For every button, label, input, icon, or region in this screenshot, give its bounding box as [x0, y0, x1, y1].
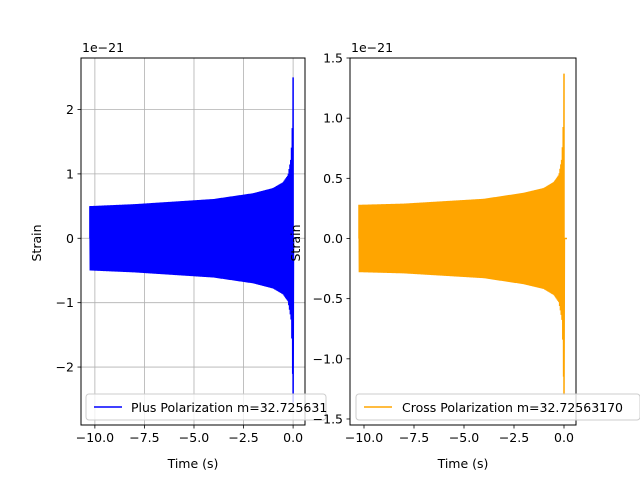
cross-axes-frame: [349, 57, 577, 426]
plus-x-tick-label: −7.5: [129, 430, 159, 445]
cross-x-tick-label: −5.0: [449, 430, 479, 445]
plus-waveform: [89, 77, 297, 403]
cross-y-tick-label: −1.5: [313, 411, 343, 426]
plus-offset-label: 1e−21: [82, 40, 124, 55]
cross-y-tick-label: −0.5: [313, 291, 343, 306]
cross-y-tick-label: 1.0: [323, 111, 343, 126]
plus-legend-label: Plus Polarization m=32.725631: [131, 400, 327, 415]
plus-x-tick-label: −10.0: [76, 430, 114, 445]
cross-offset-label: 1e−21: [351, 40, 393, 55]
cross-y-tick-label: −1.0: [313, 351, 343, 366]
cross-waveform: [358, 73, 567, 395]
plus-legend-box: [85, 393, 327, 421]
cross-polarization-panel: −10.0 −7.5 −5.0 −2.5 0.0 −1.5 −1.0 −0.5 0.0 0.5 1…: [288, 40, 640, 471]
cross-y-tick-label: 0.5: [323, 171, 343, 186]
cross-y-tick-label: 0.0: [323, 231, 343, 246]
plus-y-tick-label: 2: [66, 102, 74, 117]
cross-y-ticks: −1.5 −1.0 −0.5 0.0 0.5 1.0 1.5: [313, 51, 350, 426]
plus-x-tick-label: −2.5: [228, 430, 258, 445]
plus-x-tick-label: −5.0: [179, 430, 209, 445]
plus-legend: Plus Polarization m=32.725631: [85, 393, 327, 421]
plus-y-tick-label: 0: [66, 231, 74, 246]
plus-axes-frame: [80, 57, 306, 426]
plus-y-axis-label: Strain: [29, 224, 44, 261]
plus-waveform-line: [89, 77, 297, 403]
cross-legend-label: Cross Polarization m=32.72563170: [402, 400, 623, 415]
plus-y-ticks: −2 −1 0 1 2: [56, 102, 81, 375]
cross-waveform-line: [358, 73, 567, 395]
cross-y-axis-label: Strain: [288, 224, 303, 261]
plus-x-tick-label: 0.0: [283, 430, 303, 445]
cross-x-tick-label: −7.5: [399, 430, 429, 445]
cross-legend: Cross Polarization m=32.72563170: [355, 393, 640, 421]
cross-x-tick-label: −2.5: [499, 430, 529, 445]
plus-y-tick-label: 1: [66, 166, 74, 181]
cross-x-ticks: −10.0 −7.5 −5.0 −2.5 0.0: [345, 425, 574, 445]
cross-x-tick-label: −10.0: [345, 430, 383, 445]
cross-y-tick-label: 1.5: [323, 51, 343, 66]
plus-x-ticks: −10.0 −7.5 −5.0 −2.5 0.0: [76, 425, 303, 445]
plus-x-axis-label: Time (s): [167, 456, 219, 471]
cross-x-tick-label: 0.0: [554, 430, 574, 445]
plus-y-tick-label: −1: [56, 295, 74, 310]
cross-legend-box: [355, 393, 640, 421]
plus-y-tick-label: −2: [56, 360, 74, 375]
cross-x-axis-label: Time (s): [437, 456, 489, 471]
plus-polarization-panel: −10.0 −7.5 −5.0 −2.5 0.0 −2 −1 0 1 2 1e−21 Time …: [29, 40, 327, 471]
